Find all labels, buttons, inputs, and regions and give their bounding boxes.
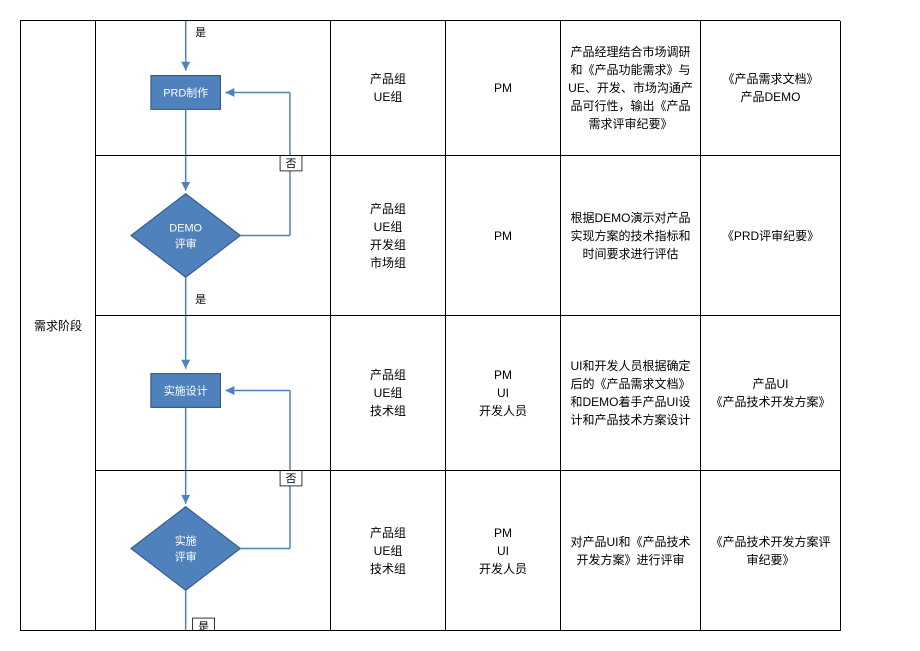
edge-label-no-2: 否 bbox=[286, 473, 297, 485]
cell-r3-c6: 产品UI 《产品技术开发方案》 bbox=[701, 316, 841, 471]
phase-label-cell: 需求阶段 bbox=[21, 21, 96, 631]
flow-svg-1: 是 PRD制作 bbox=[96, 21, 330, 155]
flow-cell-row4: 实施 评审 否 是 bbox=[96, 471, 331, 631]
node-demo-label-top: DEMO bbox=[169, 222, 202, 234]
node-impl-review-label-top: 实施 bbox=[175, 533, 197, 547]
cell-r3-c4: PM UI 开发人员 bbox=[446, 316, 561, 471]
node-demo-label-bot: 评审 bbox=[175, 236, 197, 250]
cell-r4-c3: 产品组 UE组 技术组 bbox=[331, 471, 446, 631]
cell-r1-c5: 产品经理结合市场调研和《产品功能需求》与UE、开发、市场沟通产品可行性，输出《产… bbox=[561, 21, 701, 156]
node-prd-label: PRD制作 bbox=[163, 86, 208, 99]
flow-cell-row3: 实施设计 bbox=[96, 316, 331, 471]
edge-label-no-1: 否 bbox=[286, 158, 297, 170]
cell-r4-c4: PM UI 开发人员 bbox=[446, 471, 561, 631]
node-impl-label: 实施设计 bbox=[164, 383, 208, 397]
edge-label-yes-1: 是 bbox=[195, 26, 206, 39]
cell-r1-c3: 产品组 UE组 bbox=[331, 21, 446, 156]
node-impl-review-label-bot: 评审 bbox=[175, 549, 197, 563]
flow-svg-4: 实施 评审 否 是 bbox=[96, 471, 330, 630]
cell-r4-c6: 《产品技术开发方案评审纪要》 bbox=[701, 471, 841, 631]
cell-r1-c4: PM bbox=[446, 21, 561, 156]
cell-r3-c5: UI和开发人员根据确定后的《产品需求文档》和DEMO着手产品UI设计和产品技术方… bbox=[561, 316, 701, 471]
cell-r2-c3: 产品组 UE组 开发组 市场组 bbox=[331, 156, 446, 316]
flow-cell-row1: 是 PRD制作 bbox=[96, 21, 331, 156]
phase-label: 需求阶段 bbox=[34, 317, 82, 335]
flow-svg-3: 实施设计 bbox=[96, 316, 330, 470]
cell-r2-c6: 《PRD评审纪要》 bbox=[701, 156, 841, 316]
edge-label-yes-3: 是 bbox=[198, 620, 209, 630]
flow-svg-2: DEMO 评审 否 是 bbox=[96, 156, 330, 315]
edge-label-yes-2: 是 bbox=[195, 293, 206, 306]
cell-r2-c5: 根据DEMO演示对产品实现方案的技术指标和时间要求进行评估 bbox=[561, 156, 701, 316]
cell-r2-c4: PM bbox=[446, 156, 561, 316]
process-table: 需求阶段 是 PRD制作 产品组 UE组 PM 产品经理结合市场调研和《产品功能… bbox=[20, 20, 840, 631]
cell-r4-c5: 对产品UI和《产品技术开发方案》进行评审 bbox=[561, 471, 701, 631]
cell-r1-c6: 《产品需求文档》 产品DEMO bbox=[701, 21, 841, 156]
cell-r3-c3: 产品组 UE组 技术组 bbox=[331, 316, 446, 471]
flow-cell-row2: DEMO 评审 否 是 bbox=[96, 156, 331, 316]
